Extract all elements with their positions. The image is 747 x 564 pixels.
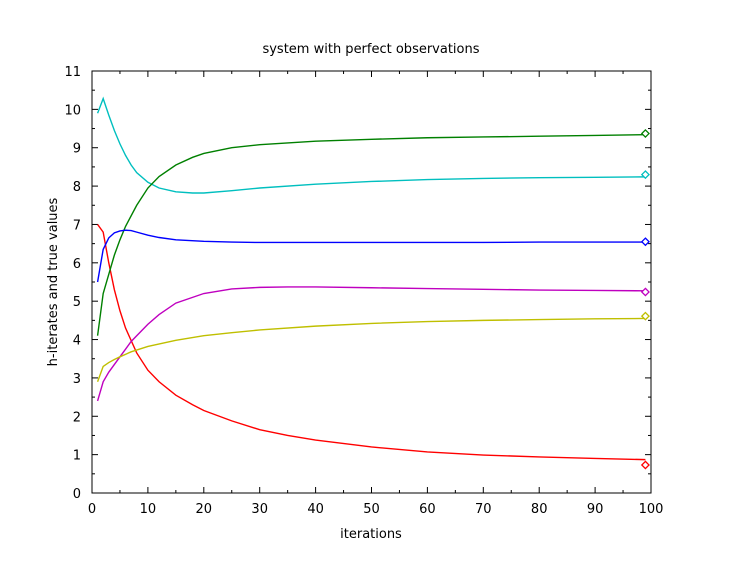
x-axis-label: iterations — [340, 527, 402, 542]
y-tick-label: 4 — [73, 334, 81, 349]
true-value-marker-1 — [640, 460, 650, 470]
y-tick-label: 7 — [73, 218, 81, 233]
series-line-6 — [96, 317, 646, 382]
plot-frame — [91, 70, 652, 494]
x-tick-label: 20 — [196, 502, 213, 517]
true-value-markers — [640, 129, 650, 470]
x-tick-label: 10 — [140, 502, 157, 517]
true-value-marker-6 — [640, 311, 650, 321]
x-tick-label: 0 — [88, 502, 96, 517]
true-value-marker-5 — [640, 287, 650, 297]
axes: 0 10 20 30 40 50 60 70 80 90 100 0 1 2 3 4 5 6 7 8 9 10 11 — [64, 65, 663, 517]
y-tick-label: 9 — [73, 142, 81, 157]
y-tick-label: 10 — [64, 103, 81, 118]
y-tick-label: 6 — [73, 257, 81, 272]
x-tick-label: 50 — [363, 502, 380, 517]
series-line-1 — [97, 224, 646, 461]
series-line-5 — [96, 286, 646, 402]
true-value-marker-2 — [640, 170, 650, 180]
y-tick-label: 2 — [73, 410, 81, 425]
x-tick-label: 80 — [531, 502, 548, 517]
series-line-2 — [96, 96, 646, 194]
x-tick-label: 90 — [587, 502, 604, 517]
series-line-3 — [96, 133, 646, 336]
x-tick-label: 30 — [251, 502, 268, 517]
y-axis-label: h-iterates and true values — [46, 197, 61, 366]
true-value-marker-3 — [640, 129, 650, 139]
true-value-marker-4 — [640, 237, 650, 247]
series-group — [96, 96, 646, 461]
y-tick-label: 0 — [73, 487, 81, 502]
series-line-4 — [96, 229, 646, 283]
y-tick-label: 8 — [73, 180, 81, 195]
x-tick-label: 70 — [475, 502, 492, 517]
y-tick-label: 3 — [73, 372, 81, 387]
y-tick-label: 11 — [64, 65, 81, 80]
chart-title: system with perfect observations — [262, 42, 479, 57]
y-tick-label: 1 — [73, 449, 81, 464]
x-tick-label: 60 — [419, 502, 436, 517]
x-tick-label: 100 — [639, 502, 664, 517]
y-tick-label: 5 — [73, 295, 81, 310]
x-tick-label: 40 — [307, 502, 324, 517]
